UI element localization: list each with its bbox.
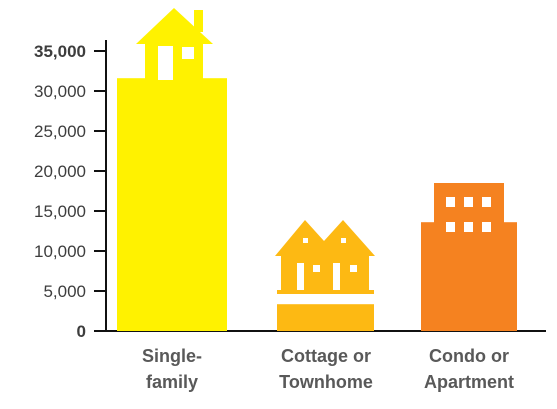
y-tick-label: 20,000 <box>34 162 86 181</box>
category-label: family <box>146 372 198 392</box>
category-label: Cottage or <box>281 346 371 366</box>
y-tick-label: 5,000 <box>43 282 86 301</box>
single-family-house-icon <box>136 8 215 83</box>
bar <box>277 304 374 331</box>
category-label: Apartment <box>424 372 514 392</box>
category-label: Condo or <box>429 346 509 366</box>
y-tick-label: 0 <box>77 322 86 341</box>
y-tick-label: 30,000 <box>34 82 86 101</box>
category-label: Townhome <box>279 372 373 392</box>
bar-icons <box>136 8 508 294</box>
category-label: Single- <box>142 346 202 366</box>
bar <box>117 78 227 331</box>
y-tick-label: 25,000 <box>34 122 86 141</box>
category-labels: Single-family Cottage or Townhome Condo or A… <box>142 346 514 392</box>
y-tick-label: 15,000 <box>34 202 86 221</box>
y-ticks: 0 5,000 10,000 15,000 20,000 25,000 30,000 35,0… <box>34 42 106 341</box>
y-tick-label: 10,000 <box>34 242 86 261</box>
apartment-building-icon <box>430 183 508 247</box>
cottage-townhome-icon <box>275 220 375 294</box>
y-tick-label: 35,000 <box>34 42 86 61</box>
